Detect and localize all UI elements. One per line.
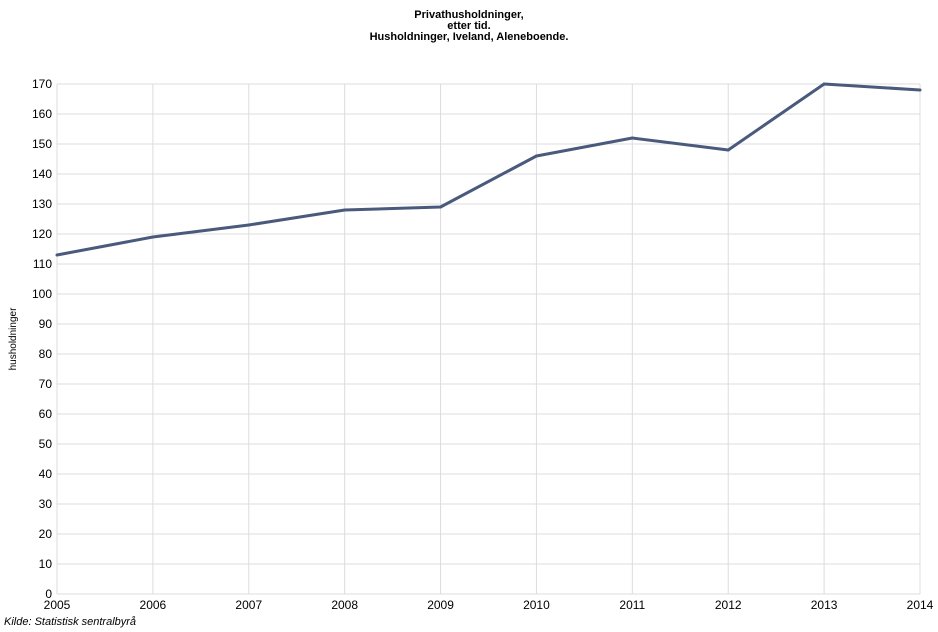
x-tick-label: 2005 [44,598,71,612]
chart-title-line-3: Husholdninger, Iveland, Aleneboende. [369,31,569,43]
y-tick-label: 120 [32,227,52,241]
x-tick-label: 2007 [235,598,262,612]
data-point [55,253,59,257]
y-tick-label: 50 [39,437,53,451]
x-tick-label: 2010 [523,598,550,612]
y-tick-label: 20 [39,527,53,541]
y-tick-label: 130 [32,197,52,211]
y-tick-label: 150 [32,137,52,151]
y-axis-label: husholdninger [8,307,19,370]
series-line [56,82,921,257]
y-axis-ticks: 0 10 20 30 40 50 60 70 80 90 100 110 120 130 140 150 160… [32,77,52,601]
y-tick-label: 110 [33,257,52,271]
x-tick-label: 2006 [140,598,167,612]
chart-title-line-1: Privathusholdninger, [414,9,524,21]
data-point [343,208,347,212]
data-point [534,154,538,158]
chart-title: Privathusholdninger, etter tid. Husholdn… [0,10,938,43]
y-tick-label: 10 [39,557,53,571]
source-note: Kilde: Statistisk sentralbyrå [4,616,137,628]
data-point [247,223,251,227]
data-point [439,205,443,209]
data-point [918,88,922,92]
y-tick-label: 80 [39,347,53,361]
y-tick-label: 140 [32,167,52,181]
x-tick-label: 2013 [811,598,838,612]
series-group [55,82,922,257]
data-point [726,148,730,152]
y-tick-label: 40 [39,467,53,481]
x-tick-label: 2008 [331,598,358,612]
x-tick-label: 2009 [427,598,454,612]
x-tick-label: 2011 [619,598,645,612]
x-axis-ticks: 2005 2006 2007 2008 2009 2010 2011 2012 2013 2014 [44,598,934,612]
data-point [630,136,634,140]
y-tick-label: 90 [39,317,53,331]
x-tick-label: 2014 [907,598,934,612]
y-tick-label: 30 [39,497,53,511]
y-tick-label: 160 [32,107,52,121]
y-tick-label: 70 [39,377,53,391]
y-tick-label: 0 [45,587,52,601]
x-tick-label: 2012 [715,598,742,612]
y-tick-label: 100 [32,287,52,301]
data-point [822,82,826,86]
chart-title-line-2: etter tid. [447,20,491,32]
y-tick-label: 60 [39,407,53,421]
grid-lines [56,83,921,595]
y-tick-label: 170 [32,77,52,91]
data-point [151,235,155,239]
